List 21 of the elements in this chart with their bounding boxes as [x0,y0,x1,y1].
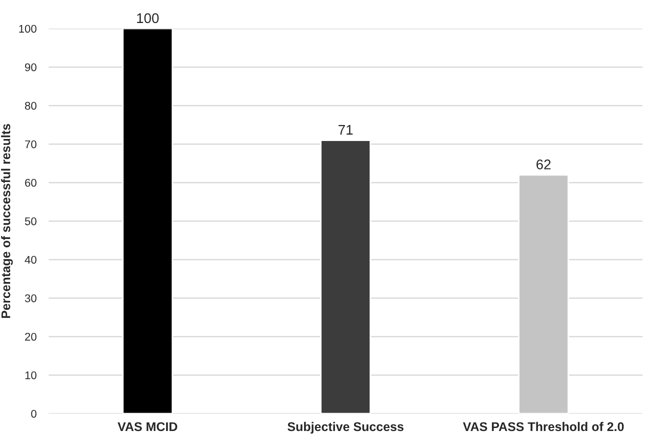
y-tick-label: 10 [25,371,36,380]
bar [518,174,569,414]
y-tick-label: 70 [25,140,36,148]
y-tick-label: 0 [31,410,36,418]
bar [320,140,372,414]
y-tick-label: 100 [19,24,36,33]
y-tick-label: 40 [24,256,36,264]
x-tick-label: VAS MCID [118,422,178,432]
y-tick-label: 60 [25,178,36,187]
y-tick-label: 50 [24,217,36,226]
data-label: 100 [137,13,159,24]
y-tick-label: 30 [24,294,36,302]
data-label: 71 [338,125,353,135]
y-tick-label: 90 [25,63,36,72]
data-label: 62 [536,160,551,170]
y-tick-label: 80 [24,102,36,110]
bar [122,28,174,414]
y-tick-label: 20 [25,332,36,341]
y-axis-title: Percentage of successful results [1,124,13,318]
x-tick-label: VAS PASS Threshold of 2.0 [462,422,624,432]
x-tick-label: Subjective Success [288,422,404,434]
